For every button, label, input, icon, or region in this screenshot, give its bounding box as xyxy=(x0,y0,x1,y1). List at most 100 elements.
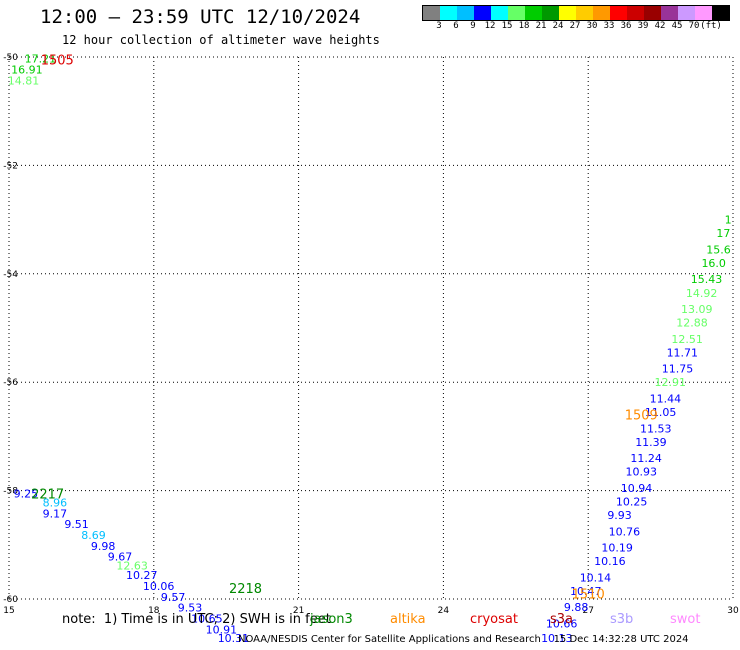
color-scale-label: 15 xyxy=(501,21,513,31)
legend-entry-s3b: s3b xyxy=(610,612,634,627)
color-scale-label: 45 xyxy=(671,21,683,31)
pass-time-label: 1510 xyxy=(572,588,605,603)
swh-data-label: 8.96 xyxy=(43,497,68,510)
swh-data-label: 1 xyxy=(725,214,732,227)
y-tick-label: -54 xyxy=(3,270,18,280)
x-tick-label: 18 xyxy=(148,606,160,616)
color-scale-labels: 3 6 9 12 15 18 21 24 27 30 33 36 39 42 45 70 (ft) xyxy=(422,21,740,33)
swh-data-label: 17.21 xyxy=(25,53,57,66)
chart-subtitle: 12 hour collection of altimeter wave hei… xyxy=(62,33,380,47)
color-swatch xyxy=(644,6,661,20)
y-tick-label: -60 xyxy=(3,595,18,605)
swh-data-label: 10.31 xyxy=(218,632,250,645)
swh-data-label: 12.88 xyxy=(676,317,708,330)
swh-data-label: 11.24 xyxy=(630,452,662,465)
legend-entry-altika: altika xyxy=(390,612,426,627)
y-tick-label: -52 xyxy=(3,161,18,171)
color-swatch xyxy=(559,6,576,20)
swh-data-label: 11.39 xyxy=(635,436,667,449)
swh-data-label: 9.57 xyxy=(161,591,186,604)
swh-data-label: 9.98 xyxy=(91,540,116,553)
swh-data-label: 9.67 xyxy=(108,551,133,564)
swh-data-label: 11.71 xyxy=(667,346,699,359)
legend-entry-swot: swot xyxy=(670,612,701,627)
swh-data-label: 9.17 xyxy=(43,507,68,520)
color-swatch xyxy=(457,6,474,20)
swh-data-label: 10.25 xyxy=(616,495,648,508)
swh-data-label: 14.92 xyxy=(686,287,718,300)
color-swatch xyxy=(525,6,542,20)
swh-data-label: 16.0 xyxy=(701,257,726,270)
x-tick-label: 15 xyxy=(3,606,14,616)
color-swatch xyxy=(593,6,610,20)
swh-data-label: 10.16 xyxy=(594,555,626,568)
color-scale-label: 3 xyxy=(436,21,442,31)
color-scale-label: 9 xyxy=(470,21,476,31)
color-swatch xyxy=(440,6,457,20)
swh-data-label: 14.81 xyxy=(8,74,40,87)
swh-data-label: 9.93 xyxy=(607,509,632,522)
swh-data-label: 11.44 xyxy=(650,392,682,405)
color-swatch xyxy=(423,6,440,20)
color-scale-label: 33 xyxy=(603,21,615,31)
x-tick-label: 30 xyxy=(727,606,739,616)
swh-data-label: 10.14 xyxy=(580,571,612,584)
color-scale-label: 36 xyxy=(620,21,632,31)
swh-data-label: 10.91 xyxy=(206,623,238,636)
pass-time-label: 2217 xyxy=(31,487,64,502)
swh-data-label: 9.25 xyxy=(14,487,39,500)
swh-data-label: 11.53 xyxy=(640,422,672,435)
color-scale-label: 12 xyxy=(484,21,496,31)
color-scale-label: 30 xyxy=(586,21,598,31)
x-tick-label: 27 xyxy=(582,606,593,616)
color-scale-label: 42 xyxy=(654,21,666,31)
pass-time-label: 2218 xyxy=(229,582,262,597)
swh-data-label: 12.91 xyxy=(655,376,687,389)
color-scale-label: 21 xyxy=(535,21,547,31)
swh-data-label: 10.66 xyxy=(546,617,578,630)
swh-data-label: 8.69 xyxy=(81,529,106,542)
pass-time-label: 1509 xyxy=(625,409,658,424)
x-tick-label: 24 xyxy=(438,606,450,616)
pass-time-label: 1505 xyxy=(41,54,74,69)
note-text: note: 1) Time is in UTC; 2) SWH is in fe… xyxy=(62,612,331,627)
swh-data-label: 9.51 xyxy=(64,518,89,531)
swh-data-label: 10.94 xyxy=(621,482,653,495)
color-scale-bar xyxy=(422,5,730,21)
color-scale-label: 27 xyxy=(569,21,581,31)
color-swatch xyxy=(661,6,678,20)
y-tick-label: -56 xyxy=(3,378,18,388)
swh-data-label: 10.27 xyxy=(126,569,158,582)
swh-data-label: 10.47 xyxy=(570,585,602,598)
swh-data-label: 16.91 xyxy=(11,63,43,76)
y-tick-label: -58 xyxy=(3,487,18,497)
color-swatch xyxy=(695,6,712,20)
color-swatch xyxy=(712,6,729,20)
legend-entry-s3a: s3a xyxy=(550,612,574,627)
swh-data-label: 10.06 xyxy=(143,580,175,593)
footer-credit: NOAA/NESDIS Center for Satellite Applica… xyxy=(238,634,689,645)
color-scale-label: 39 xyxy=(637,21,649,31)
color-swatch xyxy=(491,6,508,20)
swh-data-label: 9.88 xyxy=(564,601,589,614)
color-swatch xyxy=(508,6,525,20)
color-scale-label: 24 xyxy=(552,21,564,31)
color-swatch xyxy=(627,6,644,20)
color-scale-label: (ft) xyxy=(700,21,722,31)
swh-data-label: 15.43 xyxy=(691,273,723,286)
color-swatch xyxy=(474,6,491,20)
swh-data-label: 13.09 xyxy=(681,303,713,316)
swh-data-label: 12.63 xyxy=(116,559,148,572)
legend-entry-cryosat: cryosat xyxy=(470,612,518,627)
color-swatch xyxy=(610,6,627,20)
color-scale-label: 18 xyxy=(518,21,530,31)
swh-data-label: 15.6 xyxy=(706,243,731,256)
chart-title: 12:00 – 23:59 UTC 12/10/2024 xyxy=(40,6,361,28)
color-swatch xyxy=(678,6,695,20)
x-tick-label: 21 xyxy=(293,606,304,616)
legend-entry-jason3: jason3 xyxy=(310,612,353,627)
swh-data-label: 11.75 xyxy=(662,363,694,376)
color-swatch xyxy=(576,6,593,20)
swh-data-label: 11.05 xyxy=(645,406,677,419)
